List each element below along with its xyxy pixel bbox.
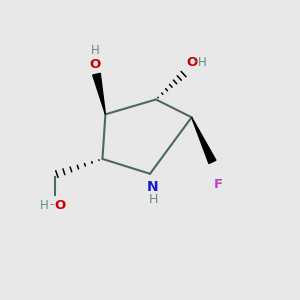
Text: H: H [148,193,158,206]
Text: O: O [186,56,197,69]
Text: H: H [40,199,49,212]
Text: O: O [55,199,66,212]
Text: O: O [89,58,100,70]
Text: H: H [91,44,99,57]
Text: N: N [147,180,159,194]
Text: -: - [50,198,54,212]
Text: -: - [193,55,197,68]
Polygon shape [192,117,216,164]
Text: F: F [214,178,223,191]
Polygon shape [93,74,105,114]
Text: H: H [198,56,206,69]
